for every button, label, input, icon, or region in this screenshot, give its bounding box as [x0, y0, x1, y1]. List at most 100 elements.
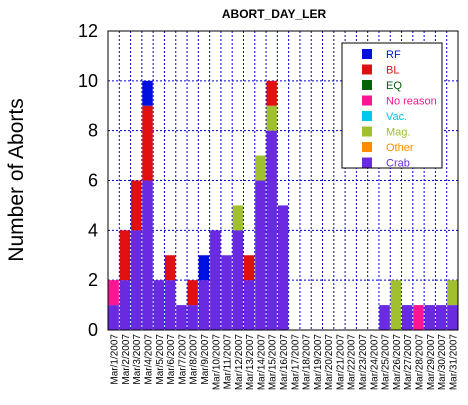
- legend-label: EQ: [386, 80, 402, 92]
- bar-segment-mag-: [232, 205, 244, 231]
- bar-segment-crab: [108, 305, 119, 330]
- bar-segment-crab: [266, 130, 277, 330]
- bar-segment-crab: [210, 230, 221, 330]
- x-tick-label: Mar/9/2007: [200, 334, 211, 385]
- bar-segment-crab: [447, 305, 458, 330]
- x-tick-label: Mar/29/2007: [426, 334, 437, 391]
- legend-label: Vac.: [386, 111, 407, 123]
- x-tick-label: Mar/8/2007: [189, 334, 200, 385]
- bar-segment-mag-: [266, 105, 277, 131]
- x-tick-label: Mar/20/2007: [324, 334, 335, 391]
- x-tick-label: Mar/19/2007: [313, 334, 324, 391]
- grid: [108, 31, 458, 330]
- bar-segment-bl: [243, 255, 255, 281]
- x-tick-label: Mar/28/2007: [414, 334, 425, 391]
- x-tick-label: Mar/5/2007: [155, 334, 166, 385]
- x-tick-label: Mar/23/2007: [358, 334, 369, 391]
- bar-segment-mag-: [447, 280, 458, 306]
- x-tick-label: Mar/30/2007: [437, 334, 448, 391]
- bar-segment-crab: [243, 280, 255, 330]
- bar-segment-crab: [255, 180, 266, 330]
- bar-segment-crab: [402, 305, 413, 330]
- x-tick-label: Mar/14/2007: [256, 334, 267, 391]
- legend-label: Mag.: [386, 127, 410, 139]
- bar-segment-bl: [164, 255, 176, 281]
- y-tick-label: 10: [78, 71, 98, 91]
- bar-segment-crab: [198, 280, 210, 330]
- bar-segment-bl: [266, 80, 277, 106]
- x-tick-label: Mar/3/2007: [132, 334, 143, 385]
- bar-segment-bl: [142, 105, 153, 181]
- x-tick-label: Mar/10/2007: [211, 334, 222, 391]
- bar-segment-mag-: [255, 155, 266, 181]
- bar-segment-crab: [131, 230, 142, 330]
- y-tick-label: 8: [88, 121, 98, 141]
- x-tick-label: Mar/12/2007: [234, 334, 245, 391]
- bar-segment-rf: [142, 80, 153, 106]
- legend-swatch: [362, 157, 372, 168]
- legend-label: No reason: [386, 96, 437, 108]
- bar-segment-bl: [119, 230, 131, 281]
- bar-segment-rf: [198, 255, 210, 281]
- chart-title: ABORT_DAY_LER: [222, 7, 327, 21]
- x-tick-label: Mar/17/2007: [290, 334, 301, 391]
- legend-swatch: [362, 111, 372, 121]
- legend-swatch: [362, 126, 372, 137]
- bar-segment-crab: [119, 280, 131, 330]
- x-tick-label: Mar/24/2007: [369, 334, 380, 391]
- bar-segment-crab: [232, 230, 244, 330]
- y-tick-label: 4: [88, 220, 98, 240]
- legend: RF BL EQ No reason Vac. Mag. Other Crab: [341, 42, 443, 170]
- bar-segment-bl: [131, 180, 142, 231]
- x-tick-label: Mar/13/2007: [245, 334, 256, 391]
- bar-segment-crab: [379, 305, 390, 330]
- bar-segment-crab: [435, 305, 447, 330]
- x-tick-label: Mar/27/2007: [403, 334, 414, 391]
- bar-segment-crab: [187, 305, 198, 330]
- legend-swatch: [362, 64, 372, 75]
- x-tick-label: Mar/7/2007: [177, 334, 188, 385]
- bar-segment-crab: [424, 305, 435, 330]
- x-tick-label: Mar/31/2007: [448, 334, 459, 391]
- x-tick-label: Mar/18/2007: [302, 334, 313, 391]
- x-tick-label: Mar/21/2007: [335, 334, 346, 391]
- legend-swatch: [362, 95, 372, 106]
- legend-box: [341, 42, 443, 169]
- bar-segment-bl: [187, 280, 198, 306]
- y-tick-label: 0: [88, 320, 98, 340]
- x-tick-label: Mar/22/2007: [347, 334, 358, 391]
- y-tick-label: 6: [88, 171, 98, 191]
- x-tick-label: Mar/11/2007: [223, 334, 234, 390]
- y-tick-label: 2: [88, 270, 98, 290]
- y-axis-label: Number of Aborts: [5, 98, 28, 261]
- bar-segment-crab: [176, 305, 187, 330]
- y-tick-label: 12: [78, 21, 98, 41]
- bars: [108, 80, 458, 330]
- x-tick-label: Mar/15/2007: [268, 334, 279, 391]
- legend-label: Other: [386, 142, 414, 154]
- x-tick-label: Mar/26/2007: [392, 334, 403, 391]
- x-tick-label: Mar/16/2007: [279, 334, 290, 391]
- bar-segment-no-reason: [108, 280, 119, 306]
- bar-segment-mag-: [390, 280, 402, 330]
- legend-label: BL: [386, 65, 399, 77]
- legend-swatch: [362, 80, 372, 90]
- legend-swatch: [362, 142, 372, 152]
- bar-segment-crab: [164, 280, 176, 330]
- x-tick-label: Mar/25/2007: [381, 334, 392, 391]
- plot-frame: [107, 30, 459, 331]
- x-tick-label: Mar/6/2007: [166, 334, 177, 385]
- x-tick-label: Mar/1/2007: [110, 334, 121, 385]
- legend-label: Crab: [386, 158, 410, 170]
- legend-swatch: [362, 49, 372, 59]
- x-tick-label: Mar/2/2007: [121, 334, 132, 385]
- bar-segment-crab: [153, 280, 164, 330]
- bar-segment-crab: [142, 180, 153, 330]
- legend-label: RF: [386, 49, 401, 61]
- bar-segment-crab: [221, 255, 232, 330]
- bar-segment-crab: [277, 205, 289, 330]
- x-tick-label: Mar/4/2007: [144, 334, 155, 385]
- bar-segment-no-reason: [413, 305, 424, 330]
